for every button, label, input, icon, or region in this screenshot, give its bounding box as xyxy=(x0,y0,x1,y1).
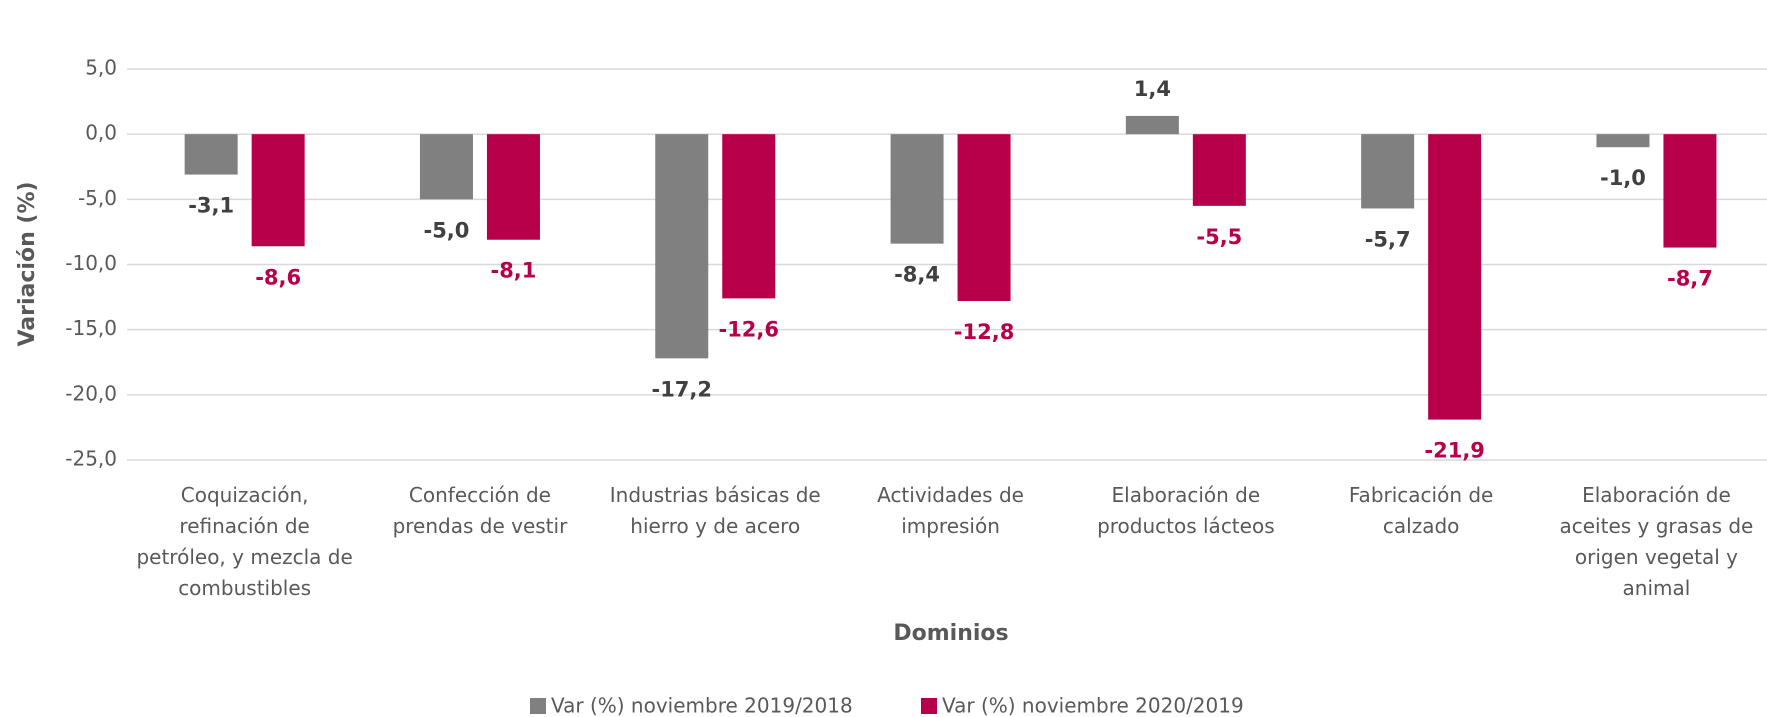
bar xyxy=(1428,134,1482,420)
value-label: -12,6 xyxy=(718,317,779,341)
y-tick-label: -5,0 xyxy=(78,186,117,210)
value-label: -17,2 xyxy=(651,377,712,401)
bar xyxy=(419,134,473,200)
y-tick-label: 5,0 xyxy=(85,56,117,80)
bar xyxy=(1361,134,1415,209)
bar xyxy=(1596,134,1650,148)
value-label: -8,4 xyxy=(894,263,940,287)
x-tick-label: Coquización, refinación de petróleo, y m… xyxy=(136,483,353,600)
value-label: -21,9 xyxy=(1424,439,1485,463)
bar xyxy=(1192,134,1246,206)
bar xyxy=(890,134,944,244)
x-tick-label: Fabricación de calzado xyxy=(1348,483,1494,538)
x-tick-label: Actividades de impresión xyxy=(877,483,1024,538)
y-tick-label: -10,0 xyxy=(65,251,117,275)
value-label: -5,0 xyxy=(423,218,469,242)
x-tick-label: Elaboración de productos lácteos xyxy=(1097,483,1275,538)
x-tick-label: Elaboración de aceites y grasas de orige… xyxy=(1559,483,1754,600)
value-label: -8,7 xyxy=(1667,267,1713,291)
y-tick-label: -20,0 xyxy=(65,381,117,405)
bar xyxy=(251,134,305,247)
y-tick-label: 0,0 xyxy=(85,121,117,145)
bar xyxy=(1663,134,1717,248)
value-label: -1,0 xyxy=(1600,166,1646,190)
bar xyxy=(655,134,709,359)
value-label: -5,7 xyxy=(1365,227,1411,251)
legend-swatch xyxy=(530,698,546,714)
value-label: -8,1 xyxy=(490,259,536,283)
legend-swatch xyxy=(921,698,937,714)
y-tick-label: -25,0 xyxy=(65,447,117,471)
value-label: -12,8 xyxy=(954,320,1015,344)
x-tick-label: Confección de prendas de vestir xyxy=(392,483,568,538)
value-label: -8,6 xyxy=(255,265,301,289)
value-label: -5,5 xyxy=(1196,225,1242,249)
value-label: 1,4 xyxy=(1134,77,1171,101)
bar xyxy=(957,134,1011,301)
x-tick-label: Industrias básicas de hierro y de acero xyxy=(609,483,821,538)
legend-label: Var (%) noviembre 2019/2018 xyxy=(551,694,853,717)
bar xyxy=(722,134,776,299)
bar xyxy=(184,134,238,175)
y-axis-title: Variación (%) xyxy=(15,181,40,346)
legend-label: Var (%) noviembre 2020/2019 xyxy=(942,694,1244,717)
y-tick-label: -15,0 xyxy=(65,316,117,340)
value-label: -3,1 xyxy=(188,194,234,218)
x-axis-title: Dominios xyxy=(893,621,1008,646)
bar xyxy=(486,134,540,240)
bar xyxy=(1125,115,1179,135)
